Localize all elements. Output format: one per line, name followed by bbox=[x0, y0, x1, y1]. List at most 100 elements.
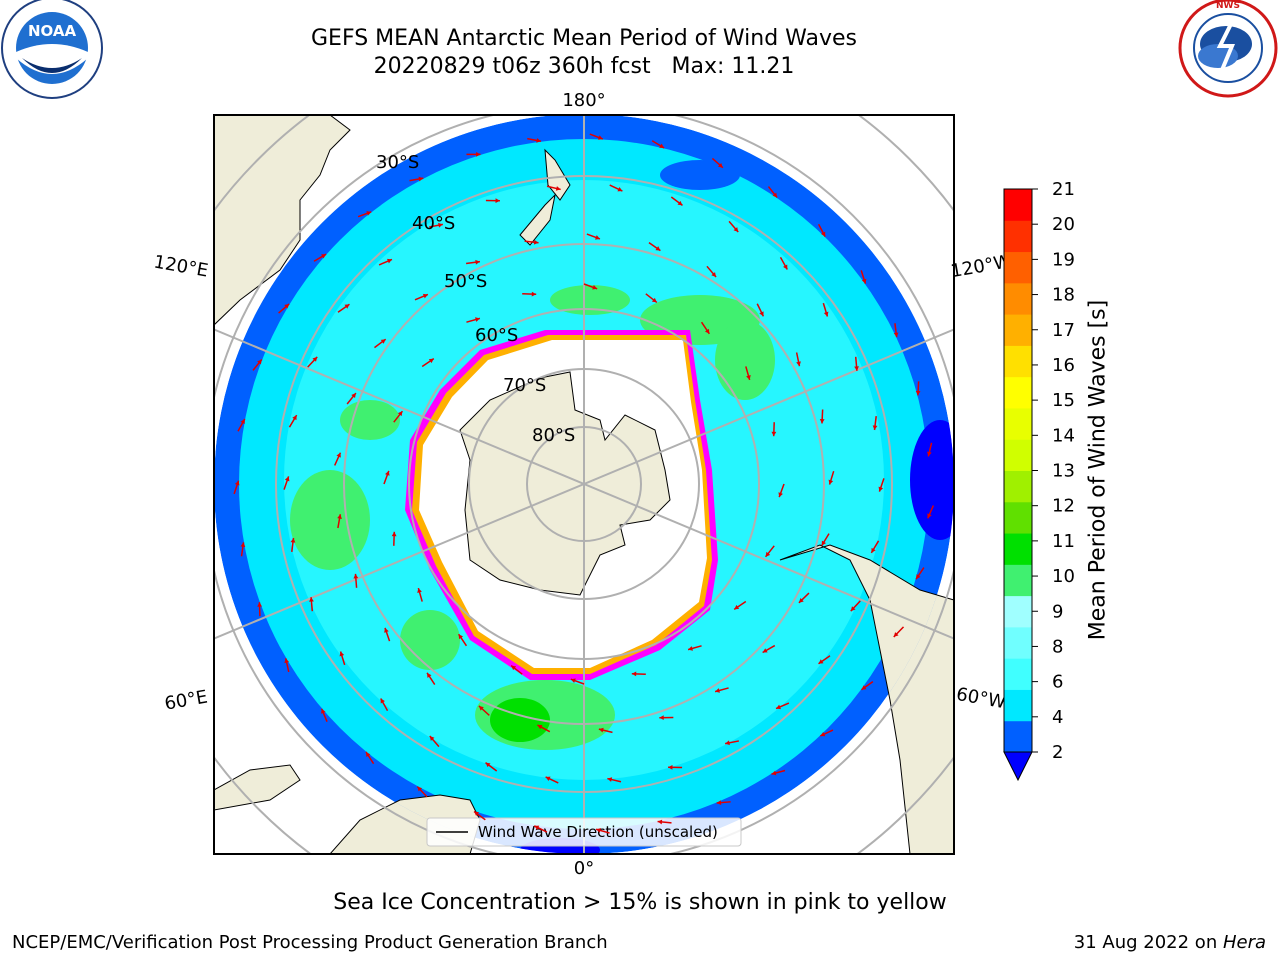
colorbar-tick-label: 19 bbox=[1052, 249, 1075, 270]
colorbar-segment bbox=[1004, 282, 1032, 315]
wind-arrowhead bbox=[336, 452, 341, 458]
wind-arrowhead bbox=[828, 479, 834, 485]
lat-label-40s: 40°S bbox=[412, 213, 455, 234]
wind-arrowhead bbox=[783, 264, 788, 270]
wind-arrowhead bbox=[659, 143, 665, 148]
wind-arrowhead bbox=[344, 304, 350, 309]
wind-arrowhead bbox=[386, 258, 392, 264]
wind-arrowhead bbox=[820, 731, 826, 737]
colorbar-tick-label: 4 bbox=[1052, 707, 1063, 728]
wind-arrowhead bbox=[511, 665, 517, 671]
wind-arrowhead bbox=[533, 239, 539, 245]
sea-ice-footnote: Sea Ice Concentration > 15% is shown in … bbox=[333, 890, 947, 915]
wind-arrowhead bbox=[485, 762, 491, 768]
wind-arrowhead bbox=[366, 211, 372, 216]
colorbar-tick-label: 8 bbox=[1052, 636, 1063, 657]
wind-arrowhead bbox=[688, 646, 693, 651]
colorbar-segment bbox=[1004, 689, 1032, 722]
wind-arrowhead bbox=[422, 293, 428, 299]
wind-arrowhead bbox=[365, 751, 371, 757]
chart-title: GEFS MEAN Antarctic Mean Period of Wind … bbox=[311, 26, 857, 51]
lat-label-60s: 60°S bbox=[475, 325, 518, 346]
wind-arrowhead bbox=[309, 597, 314, 602]
wind-arrowhead bbox=[380, 339, 386, 344]
wind-arrowhead bbox=[545, 776, 551, 782]
lon-label-120e: 120°E bbox=[152, 251, 210, 281]
wind-arrowhead bbox=[715, 688, 720, 693]
lon-label-60w: 60°W bbox=[955, 684, 1008, 713]
wind-arrowhead bbox=[284, 476, 290, 482]
wind-arrowhead bbox=[771, 770, 777, 776]
wind-arrowhead bbox=[417, 786, 423, 792]
credit-date: 31 Aug 2022 on Hera bbox=[1074, 932, 1266, 953]
wind-arrowhead bbox=[595, 235, 600, 240]
wind-arrowhead bbox=[733, 227, 739, 232]
wind-arrowhead bbox=[475, 317, 480, 322]
wind-arrowhead bbox=[893, 332, 899, 338]
wind-arrows bbox=[233, 133, 935, 834]
latitude-labels: 30°S 40°S 50°S 60°S 70°S 80°S bbox=[376, 152, 575, 446]
colorbar-segment bbox=[1004, 595, 1032, 628]
wind-arrowhead bbox=[427, 672, 432, 678]
wind-arrowhead bbox=[570, 678, 576, 683]
lat-label-50s: 50°S bbox=[444, 271, 487, 292]
wind-arrowhead bbox=[417, 588, 422, 593]
colorbar-tick-label: 21 bbox=[1052, 179, 1075, 200]
lon-label-180: 180° bbox=[562, 90, 605, 111]
wind-arrowhead bbox=[353, 573, 359, 579]
wind-arrowhead bbox=[872, 425, 878, 430]
wind-arrowhead bbox=[854, 366, 859, 371]
wind-arrowhead bbox=[716, 800, 722, 805]
wind-arrowhead bbox=[734, 604, 740, 610]
wind-arrowhead bbox=[668, 764, 673, 770]
wind-arrowhead bbox=[240, 542, 246, 548]
wind-arrowhead bbox=[384, 627, 389, 633]
wind-arrowhead bbox=[762, 648, 768, 653]
wind-arrowhead bbox=[397, 411, 403, 417]
wind-arrowhead bbox=[438, 222, 443, 228]
colorbar-segment bbox=[1004, 314, 1032, 346]
wind-arrowhead bbox=[717, 162, 723, 168]
wind-arrowhead bbox=[725, 740, 730, 746]
wind-arrowhead bbox=[759, 311, 764, 317]
wind-arrowhead bbox=[821, 540, 827, 546]
wind-arrowhead bbox=[555, 186, 561, 191]
colorbar-tick-label: 17 bbox=[1052, 320, 1075, 341]
lat-label-30s: 30°S bbox=[376, 152, 419, 173]
wind-arrowhead bbox=[234, 480, 240, 486]
wind-arrowhead bbox=[861, 278, 867, 284]
wind-arrowhead bbox=[321, 708, 326, 714]
colorbar-tick-label: 9 bbox=[1052, 601, 1063, 622]
colorbar-segment bbox=[1004, 626, 1032, 659]
wind-arrowhead bbox=[796, 361, 801, 367]
wind-arrowhead bbox=[458, 634, 464, 640]
wind-arrowhead bbox=[418, 176, 424, 182]
wind-arrowhead bbox=[534, 825, 540, 830]
colorbar-segment bbox=[1004, 470, 1032, 503]
wind-arrowhead bbox=[257, 602, 262, 607]
colorbar-segment bbox=[1004, 658, 1032, 690]
wind-arrowhead bbox=[916, 574, 921, 580]
wind-arrowhead bbox=[765, 551, 771, 557]
wind-arrowhead bbox=[385, 470, 390, 476]
wind-arrowhead bbox=[531, 291, 537, 297]
map-legend: Wind Wave Direction (unscaled) bbox=[426, 817, 742, 847]
colorbar-segment bbox=[1004, 220, 1032, 253]
wind-arrowhead bbox=[257, 359, 262, 365]
wind-arrowhead bbox=[772, 192, 778, 198]
wind-arrowhead bbox=[704, 328, 710, 334]
noaa-logo: NOAA bbox=[1, 0, 103, 99]
wind-arrowhead bbox=[657, 819, 663, 825]
colorbar-tick-label: 16 bbox=[1052, 355, 1075, 376]
wind-arrowhead bbox=[429, 736, 435, 741]
credit-date-text: 31 Aug 2022 on bbox=[1073, 932, 1223, 953]
wind-arrowhead bbox=[746, 375, 751, 380]
colorbar-segment bbox=[1004, 376, 1032, 409]
wind-arrowhead bbox=[598, 727, 604, 733]
colorbar-tick-label: 18 bbox=[1052, 285, 1075, 306]
wind-arrowhead bbox=[617, 186, 623, 192]
map-frame bbox=[213, 114, 955, 855]
wind-arrowhead bbox=[351, 393, 356, 399]
wind-arrowhead bbox=[476, 152, 481, 157]
